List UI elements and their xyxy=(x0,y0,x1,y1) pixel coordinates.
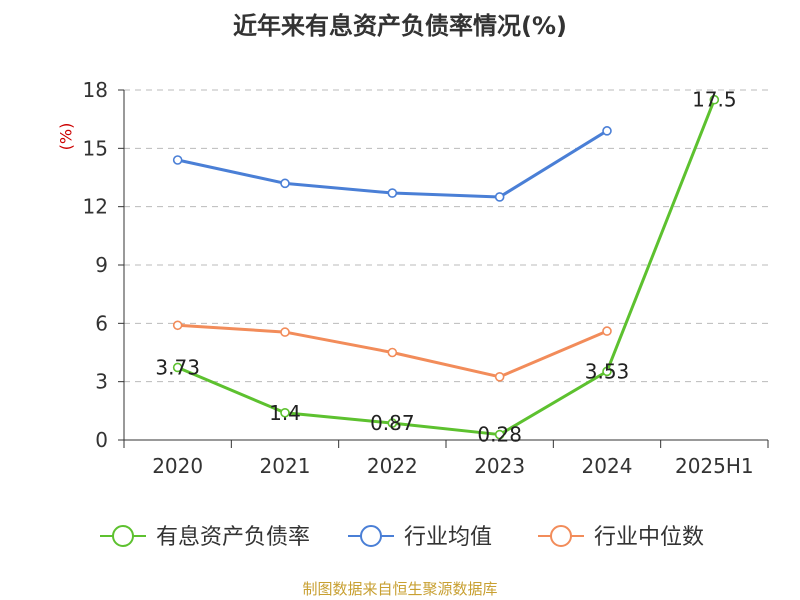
series-2-point-4 xyxy=(602,326,612,336)
x-tick-label-5: 2025H1 xyxy=(675,454,754,478)
series-2-point-0 xyxy=(172,320,183,331)
series-1-point-0 xyxy=(172,155,183,165)
series-2-point-2 xyxy=(387,347,398,358)
y-tick-label-4: 12 xyxy=(83,195,108,219)
x-tick-label-2: 2022 xyxy=(367,454,418,478)
source-note: 制图数据来自恒生聚源数据库 xyxy=(302,580,498,598)
y-tick-label-5: 15 xyxy=(83,136,108,160)
series-0-point-4 xyxy=(602,366,612,377)
y-tick-label-1: 3 xyxy=(95,370,108,394)
y-tick-label-6: 18 xyxy=(83,78,108,102)
y-tick-label-0: 0 xyxy=(95,428,108,452)
series-line-1 xyxy=(177,129,608,199)
legend-marker-0 xyxy=(112,525,134,547)
series-0-point-3 xyxy=(494,429,505,440)
series-1-point-2 xyxy=(387,188,398,198)
legend-label-0: 有息资产负债率 xyxy=(156,525,310,550)
series-0-point-2 xyxy=(387,418,398,428)
series-2-point-3 xyxy=(494,372,505,382)
series-2-point-1 xyxy=(280,327,290,337)
data-label-4: 3.53 xyxy=(585,359,630,383)
data-label-3: 0.28 xyxy=(477,423,522,447)
series-1-point-1 xyxy=(280,178,290,189)
chart-title: 近年来有息资产负债率情况(%) xyxy=(233,12,567,40)
data-label-1: 1.4 xyxy=(269,401,301,425)
series-0-point-0 xyxy=(172,362,183,373)
series-line-0 xyxy=(177,99,716,437)
series-0-point-5 xyxy=(709,94,720,105)
x-tick-label-1: 2021 xyxy=(260,454,311,478)
data-label-2: 0.87 xyxy=(370,411,415,435)
y-tick-label-2: 6 xyxy=(95,311,108,335)
series-1-point-4 xyxy=(602,126,612,136)
x-tick-label-3: 2023 xyxy=(474,454,525,478)
x-tick-label-4: 2024 xyxy=(582,454,633,478)
data-label-5: 17.5 xyxy=(692,88,737,112)
series-0-point-1 xyxy=(280,407,290,418)
x-tick-label-0: 2020 xyxy=(152,454,203,478)
data-label-0: 3.73 xyxy=(155,355,200,379)
y-tick-label-3: 9 xyxy=(95,253,108,277)
series-1-point-3 xyxy=(494,192,505,202)
legend-marker-2 xyxy=(550,525,572,547)
legend-label-2: 行业中位数 xyxy=(594,525,704,550)
legend-marker-1 xyxy=(360,525,382,547)
legend-label-1: 行业均值 xyxy=(404,525,492,550)
